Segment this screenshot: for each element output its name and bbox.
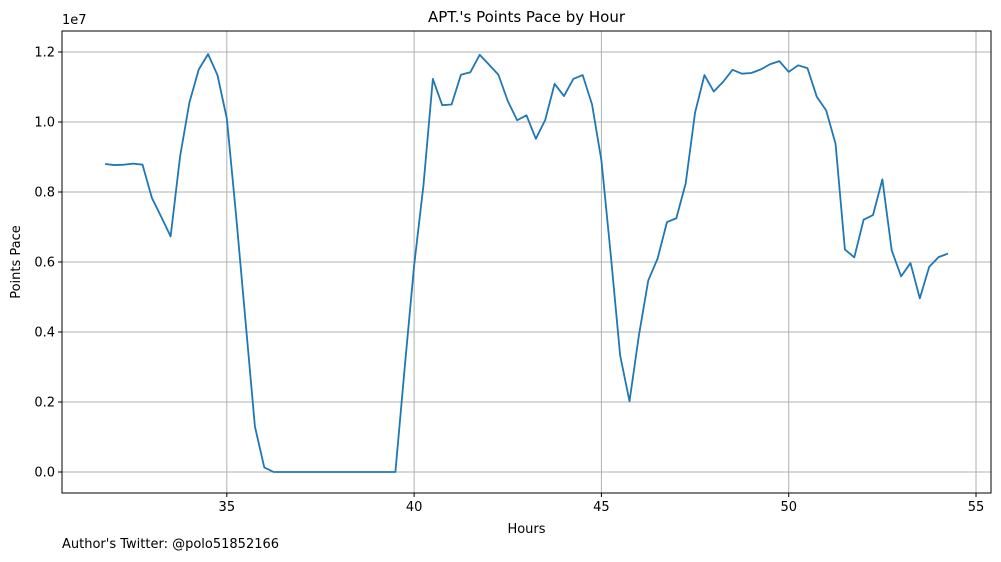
x-tick-label: 40 — [406, 500, 423, 515]
x-tick-label: 50 — [780, 500, 797, 515]
y-axis-offset-label: 1e7 — [62, 13, 87, 28]
x-axis-label: Hours — [507, 522, 545, 537]
x-tick-label: 35 — [219, 500, 236, 515]
author-credit: Author's Twitter: @polo51852166 — [62, 537, 280, 552]
x-tick-label: 45 — [593, 500, 610, 515]
y-tick-label: 0.4 — [34, 326, 55, 341]
series-line — [104, 53, 949, 473]
y-tick-label: 0.2 — [34, 396, 55, 411]
y-tick-label: 0.8 — [34, 186, 55, 201]
y-tick-label: 1.0 — [34, 116, 55, 131]
y-tick-label: 0.0 — [34, 466, 55, 481]
x-tick-label: 55 — [968, 500, 985, 515]
chart-title: APT.'s Points Pace by Hour — [428, 8, 626, 26]
y-tick-label: 1.2 — [34, 46, 55, 61]
y-tick-label: 0.6 — [34, 256, 55, 271]
grid — [62, 31, 991, 493]
y-axis-label: Points Pace — [9, 225, 24, 299]
axis-ticks: 35 40 45 50 55 0.0 0.2 0.4 0.6 0.8 1.0 1.2 — [34, 46, 984, 516]
